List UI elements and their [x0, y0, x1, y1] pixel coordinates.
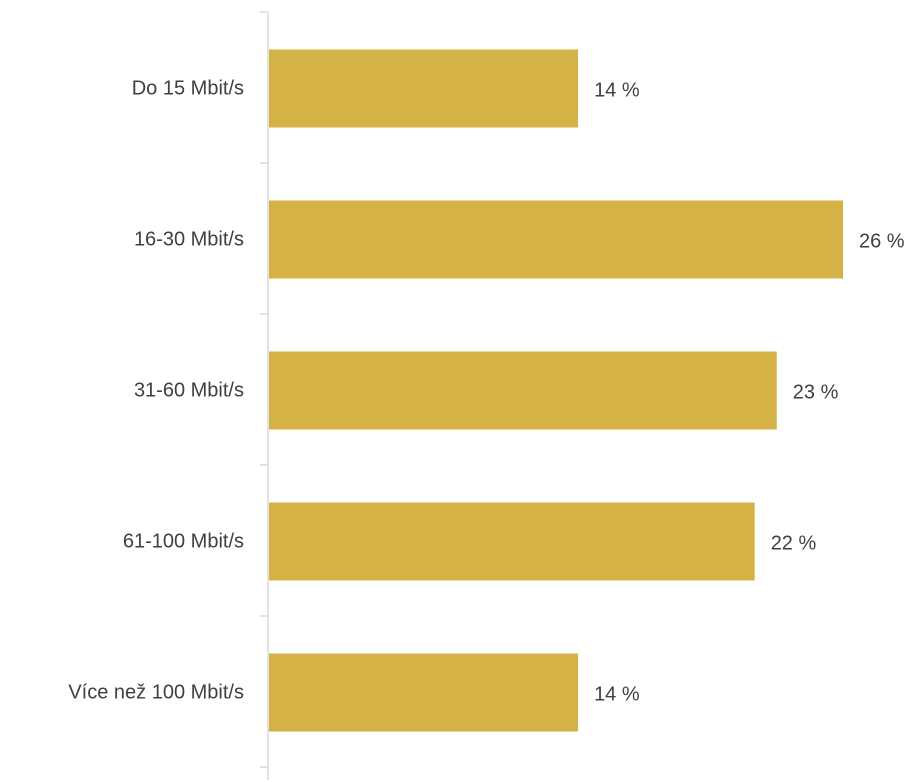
bar: [269, 502, 755, 581]
bar: [269, 49, 579, 128]
category-label: Více než 100 Mbit/s: [68, 682, 244, 704]
bar: [269, 200, 843, 279]
data-label: 22 %: [771, 533, 817, 555]
data-label: 23 %: [793, 382, 839, 404]
data-label: 14 %: [594, 80, 640, 102]
bar: [269, 351, 777, 430]
plot-area: Do 15 Mbit/s 14 % 16-30 Mbit/s 26 % 31-60 Mb…: [68, 11, 905, 780]
category-label: Do 15 Mbit/s: [132, 78, 244, 100]
data-label: 14 %: [594, 684, 640, 706]
category-label: 61-100 Mbit/s: [123, 531, 244, 553]
bar: [269, 653, 579, 732]
category-label: 16-30 Mbit/s: [134, 229, 244, 251]
data-label: 26 %: [859, 231, 905, 253]
category-label: 31-60 Mbit/s: [134, 380, 244, 402]
